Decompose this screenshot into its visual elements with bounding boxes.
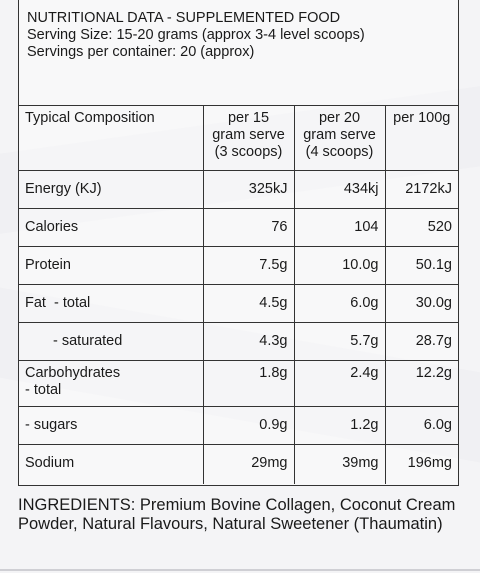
- value-per15: 4.5g: [202, 284, 294, 323]
- value-per15: 325kJ: [202, 170, 294, 209]
- row-label: Calories: [19, 208, 203, 247]
- row-label: Protein: [19, 246, 203, 285]
- value-per15: 76: [202, 208, 294, 247]
- col-header-per15: per 15 gram serve (3 scoops): [202, 106, 294, 171]
- value-per20: 5.7g: [293, 322, 385, 361]
- table-row: Calories 76 104 520: [19, 208, 458, 247]
- table-row: Carbohydrates - total 1.8g 2.4g 12.2g: [19, 360, 458, 407]
- value-per15: 7.5g: [202, 246, 294, 285]
- value-per100: 28.7g: [384, 322, 458, 361]
- value-per15: 0.9g: [202, 406, 294, 445]
- value-per100: 6.0g: [384, 406, 458, 445]
- nutrition-panel: NUTRITIONAL DATA - SUPPLEMENTED FOOD Ser…: [18, 0, 459, 486]
- panel-title: NUTRITIONAL DATA - SUPPLEMENTED FOOD: [27, 10, 341, 26]
- value-per100: 12.2g: [384, 360, 458, 407]
- col-header-per20: per 20 gram serve (4 scoops): [293, 106, 385, 171]
- value-per15: 1.8g: [202, 360, 294, 407]
- col-header-composition: Typical Composition: [19, 106, 203, 171]
- value-per15: 4.3g: [202, 322, 294, 361]
- row-label: Carbohydrates - total: [19, 360, 203, 407]
- servings-per-container: Servings per container: 20 (approx): [27, 44, 255, 60]
- table-row: Fat - total 4.5g 6.0g 30.0g: [19, 284, 458, 323]
- row-label: Fat - total: [19, 284, 203, 323]
- table-row: Energy (KJ) 325kJ 434kj 2172kJ: [19, 170, 458, 209]
- value-per100: 30.0g: [384, 284, 458, 323]
- value-per20: 104: [293, 208, 385, 247]
- col-header-per100: per 100g: [384, 106, 458, 171]
- table-header-row: Typical Composition per 15 gram serve (3…: [19, 106, 458, 171]
- value-per20: 39mg: [293, 444, 385, 484]
- value-per20: 6.0g: [293, 284, 385, 323]
- row-label: Sodium: [25, 454, 75, 471]
- value-per20: 10.0g: [293, 246, 385, 285]
- value-per100: 196mg: [384, 444, 458, 484]
- table-row: - sugars 0.9g 1.2g 6.0g: [19, 406, 458, 445]
- nutrition-table: Typical Composition per 15 gram serve (3…: [19, 106, 458, 484]
- panel-header: NUTRITIONAL DATA - SUPPLEMENTED FOOD Ser…: [19, 0, 458, 106]
- table-row: - saturated 4.3g 5.7g 28.7g: [19, 322, 458, 361]
- value-per20: 2.4g: [293, 360, 385, 407]
- value-per100: 520: [384, 208, 458, 247]
- table-row: Protein 7.5g 10.0g 50.1g: [19, 246, 458, 285]
- divider: [0, 569, 480, 571]
- ingredients-text: INGREDIENTS: Premium Bovine Collagen, Co…: [18, 496, 456, 533]
- value-per15: 29mg: [202, 444, 294, 484]
- row-label: - saturated: [19, 322, 203, 361]
- serving-size: Serving Size: 15-20 grams (approx 3-4 le…: [27, 27, 365, 43]
- value-per20: 434kj: [293, 170, 385, 209]
- table-row: Sodium 29mg 39mg 196mg: [19, 444, 458, 484]
- row-label: - sugars: [19, 406, 203, 445]
- row-label: Energy (KJ): [19, 170, 203, 209]
- value-per20: 1.2g: [293, 406, 385, 445]
- value-per100: 2172kJ: [384, 170, 458, 209]
- value-per100: 50.1g: [384, 246, 458, 285]
